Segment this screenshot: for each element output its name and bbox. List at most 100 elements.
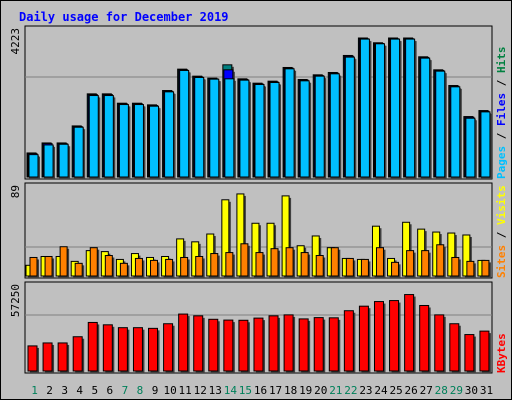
day-label: 14: [224, 384, 238, 397]
pages-bar: [480, 111, 491, 178]
sites-bar: [104, 255, 113, 277]
kbytes-bar: [253, 317, 264, 372]
day-label: 21: [329, 384, 342, 397]
pages-bar: [284, 68, 295, 178]
kbytes-bar: [42, 342, 53, 372]
pages-bar: [239, 79, 250, 178]
day-label: 19: [299, 384, 312, 397]
day-label: 31: [480, 384, 493, 397]
sites-bar: [134, 257, 143, 277]
pages-bar: [405, 38, 416, 178]
kbytes-bar: [328, 317, 339, 372]
day-label: 8: [137, 384, 144, 397]
pages-bar: [390, 38, 401, 178]
chart-panels: 4223 Pages / Files / Hits 89 Sites / Visits…: [9, 25, 508, 374]
kbytes-bar: [57, 342, 68, 372]
kbytes-bar: [268, 315, 279, 372]
pages-bar: [58, 143, 69, 178]
kbytes-bar: [238, 319, 249, 372]
kbytes-bar: [132, 327, 143, 372]
legend-item: /: [495, 225, 508, 245]
pages-bar: [435, 70, 446, 178]
kbytes-bar: [449, 323, 460, 372]
legend-item: /: [495, 126, 508, 146]
pages-bar: [254, 84, 265, 178]
day-label: 30: [465, 384, 478, 397]
sites-bar: [285, 247, 294, 277]
kbytes-bar: [358, 305, 369, 372]
panel-visits: 89 Sites / Visits: [9, 182, 508, 279]
kbytes-bar: [27, 345, 38, 372]
pages-bar: [299, 80, 310, 178]
kbytes-bar: [298, 318, 309, 372]
sites-bar: [436, 244, 445, 277]
y-max-label: 89: [9, 185, 22, 198]
day-label: 13: [209, 384, 222, 397]
pages-bar: [314, 75, 325, 178]
day-label: 27: [420, 384, 433, 397]
day-label: 12: [194, 384, 207, 397]
kbytes-bar: [464, 334, 475, 372]
day-label: 24: [374, 384, 388, 397]
sites-bar: [255, 252, 264, 277]
day-label: 18: [284, 384, 297, 397]
kbytes-bar: [163, 323, 174, 372]
pages-bar: [179, 69, 190, 178]
panel-hits: 4223 Pages / Files / Hits: [9, 25, 508, 180]
sites-bar: [59, 246, 68, 277]
sites-bar: [150, 259, 159, 277]
legend-item: Pages: [495, 146, 508, 179]
kbytes-bar: [208, 318, 219, 372]
legend: Sites / Visits: [495, 185, 508, 278]
day-label: 9: [152, 384, 159, 397]
pages-bar: [209, 78, 220, 178]
day-label: 26: [405, 384, 418, 397]
day-label: 6: [107, 384, 114, 397]
sites-bar: [210, 253, 219, 277]
sites-bar: [119, 262, 128, 277]
pages-bar: [374, 43, 385, 178]
legend-item: Visits: [495, 185, 508, 225]
pages-bar: [103, 95, 114, 178]
pages-bar: [149, 105, 160, 178]
pages-bar: [329, 73, 340, 178]
pages-bar: [164, 91, 175, 178]
day-label: 3: [61, 384, 68, 397]
sites-bar: [345, 257, 354, 277]
sites-bar: [270, 248, 279, 277]
legend: KBytes: [495, 333, 508, 373]
day-label: 29: [450, 384, 463, 397]
day-label: 17: [269, 384, 282, 397]
kbytes-bar: [178, 313, 189, 372]
pages-bar: [133, 104, 144, 178]
kbytes-bar: [283, 314, 294, 372]
y-max-label: 57250: [9, 284, 22, 317]
pages-bar: [465, 117, 476, 178]
kbytes-bar: [434, 314, 445, 372]
pages-bar: [344, 56, 355, 178]
sites-bar: [180, 256, 189, 277]
pages-bar: [28, 154, 39, 178]
kbytes-bar: [404, 294, 415, 372]
kbytes-bar: [419, 304, 430, 372]
pages-bar: [43, 144, 54, 178]
pages-bar: [88, 95, 99, 178]
sites-bar: [330, 247, 339, 277]
pages-bar: [224, 78, 235, 178]
day-label: 25: [389, 384, 402, 397]
panel-kbytes: 57250 KBytes: [9, 281, 508, 374]
day-label: 23: [359, 384, 372, 397]
legend-item: Hits: [495, 47, 508, 74]
pages-bar: [450, 86, 461, 178]
legend-item: KBytes: [495, 333, 508, 373]
kbytes-bar: [102, 324, 113, 372]
day-axis-labels: 1 2 3 4 5 6 7 8 9 10 11 12 13 14 15 16 17 18 19 20 21 22 23 24 2…: [31, 384, 493, 397]
day-label: 11: [179, 384, 192, 397]
pages-bar: [359, 38, 370, 178]
sites-bar: [451, 256, 460, 277]
kbytes-bar: [87, 321, 98, 372]
sites-bar: [391, 261, 400, 277]
pages-bar: [269, 82, 280, 178]
